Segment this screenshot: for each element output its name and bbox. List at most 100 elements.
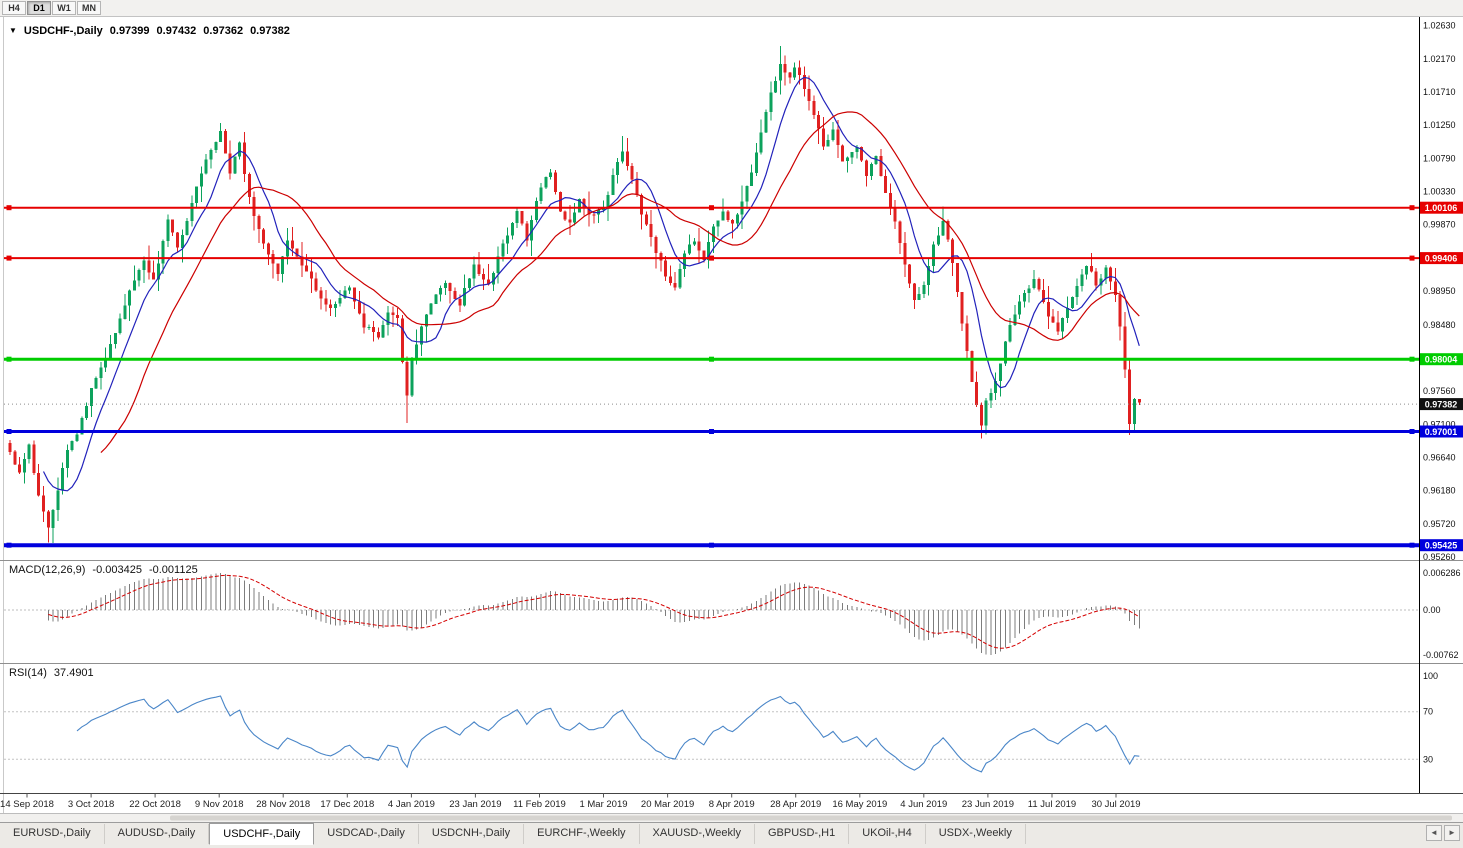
line-handle [6, 429, 12, 434]
horizontal-line[interactable] [4, 356, 1419, 362]
rsi-panel [4, 695, 1419, 773]
timeframe-button-h4[interactable]: H4 [2, 1, 26, 15]
svg-text:14 Sep 2018: 14 Sep 2018 [0, 799, 54, 810]
macd-panel [4, 572, 1419, 655]
rsi-value: 37.4901 [53, 667, 94, 679]
line-handle [709, 356, 714, 362]
line-handle [709, 255, 714, 261]
horizontal-line[interactable] [4, 542, 1419, 548]
horizontal-line[interactable] [4, 205, 1419, 211]
chart-tab[interactable]: UKOil-,H4 [849, 824, 926, 844]
svg-text:0.99406: 0.99406 [1425, 254, 1458, 264]
ma-slow-line [100, 111, 1140, 454]
price-marker: 0.98004 [1420, 353, 1463, 366]
chart-symbol-period: USDCHF-,Daily [23, 25, 103, 37]
macd-label-row: MACD(12,26,9) -0.003425 -0.001125 [9, 564, 198, 576]
svg-text:3 Oct 2018: 3 Oct 2018 [68, 799, 114, 810]
ohlc-low: 0.97362 [203, 25, 244, 37]
svg-text:4 Jun 2019: 4 Jun 2019 [900, 799, 947, 810]
svg-text:0.97100: 0.97100 [1423, 419, 1456, 429]
svg-text:0.00: 0.00 [1423, 605, 1441, 615]
timeframe-button-d1[interactable]: D1 [27, 1, 51, 15]
svg-text:4 Jan 2019: 4 Jan 2019 [388, 799, 435, 810]
svg-text:30 Jul 2019: 30 Jul 2019 [1091, 799, 1140, 810]
rsi-label-row: RSI(14) 37.4901 [9, 667, 94, 679]
svg-text:0.96180: 0.96180 [1423, 486, 1456, 496]
chart-tab[interactable]: AUDUSD-,Daily [105, 824, 210, 844]
timeframe-button-mn[interactable]: MN [77, 1, 101, 15]
svg-text:28 Apr 2019: 28 Apr 2019 [770, 799, 821, 810]
line-handle [1409, 542, 1415, 548]
svg-text:-0.00762: -0.00762 [1423, 650, 1459, 660]
chart-tabs: EURUSD-,Daily AUDUSD-,Daily USDCHF-,Daily U… [0, 823, 1026, 845]
top-toolbar: H4 D1 W1 MN [0, 0, 1463, 17]
chart-title: ▼ USDCHF-,Daily 0.97399 0.97432 0.97362 … [9, 25, 290, 37]
svg-text:9 Nov 2018: 9 Nov 2018 [195, 799, 244, 810]
svg-text:0.98480: 0.98480 [1423, 320, 1456, 330]
chart-tab[interactable]: EURUSD-,Daily [0, 824, 105, 844]
chart-tab[interactable]: XAUUSD-,Weekly [640, 824, 755, 844]
svg-text:0.98950: 0.98950 [1423, 286, 1456, 296]
chart-tab[interactable]: USDCNH-,Daily [419, 824, 525, 844]
svg-text:23 Jan 2019: 23 Jan 2019 [449, 799, 501, 810]
chart-tab[interactable]: USDCAD-,Daily [314, 824, 419, 844]
svg-text:1.00106: 1.00106 [1425, 203, 1458, 213]
svg-text:0.97382: 0.97382 [1425, 400, 1458, 410]
price-marker: 0.97001 [1420, 425, 1463, 438]
price-marker: 0.99406 [1420, 252, 1463, 265]
tab-scroll-left-button[interactable]: ◄ [1426, 825, 1442, 841]
ma-fast-line [42, 76, 1140, 492]
line-handle [1409, 205, 1415, 211]
price-marker: 0.95425 [1420, 539, 1463, 552]
svg-text:1.00330: 1.00330 [1423, 187, 1456, 197]
svg-text:0.99870: 0.99870 [1423, 220, 1456, 230]
macd-value-main: -0.003425 [92, 564, 142, 576]
svg-text:0.95720: 0.95720 [1423, 519, 1456, 529]
chart-collapse-triangle-icon[interactable]: ▼ [9, 26, 17, 35]
ohlc-open: 0.97399 [109, 25, 150, 37]
svg-text:16 May 2019: 16 May 2019 [832, 799, 887, 810]
macd-histogram [47, 572, 1140, 655]
svg-text:20 Mar 2019: 20 Mar 2019 [641, 799, 694, 810]
line-handle [709, 205, 714, 211]
line-handle [709, 542, 714, 548]
svg-text:0.006286: 0.006286 [1423, 568, 1461, 578]
svg-text:30: 30 [1423, 754, 1433, 764]
ohlc-close: 0.97382 [250, 25, 290, 37]
line-handle [1409, 429, 1415, 434]
svg-text:0.95425: 0.95425 [1425, 541, 1458, 551]
line-handle [1409, 356, 1415, 362]
svg-text:1.02170: 1.02170 [1423, 54, 1456, 64]
svg-text:28 Nov 2018: 28 Nov 2018 [256, 799, 310, 810]
svg-text:0.96640: 0.96640 [1423, 453, 1456, 463]
horizontal-line[interactable] [4, 255, 1419, 261]
macd-label: MACD(12,26,9) [9, 564, 86, 576]
svg-text:23 Jun 2019: 23 Jun 2019 [962, 799, 1014, 810]
svg-text:1.01710: 1.01710 [1423, 87, 1456, 97]
svg-text:0.97560: 0.97560 [1423, 386, 1456, 396]
horizontal-scrollbar-thumb[interactable] [170, 815, 1452, 821]
chart-tab[interactable]: USDCHF-,Daily [209, 823, 315, 845]
chart-tab[interactable]: EURCHF-,Weekly [524, 824, 640, 844]
svg-text:11 Feb 2019: 11 Feb 2019 [513, 799, 566, 810]
tab-scroll-right-button[interactable]: ► [1444, 825, 1460, 841]
chart-tab[interactable]: GBPUSD-,H1 [755, 824, 850, 844]
timeframe-button-group: H4 D1 W1 MN [2, 1, 101, 15]
svg-text:1.02630: 1.02630 [1423, 21, 1456, 31]
horizontal-line[interactable] [4, 429, 1419, 434]
price-marker: 1.00106 [1420, 201, 1463, 214]
timeframe-button-w1[interactable]: W1 [52, 1, 76, 15]
candlestick-series [8, 45, 1141, 543]
price-marker: 0.97382 [1420, 398, 1463, 411]
chart-tab-bar: EURUSD-,Daily AUDUSD-,Daily USDCHF-,Daily U… [0, 822, 1463, 848]
ohlc-high: 0.97432 [156, 25, 197, 37]
macd-value-signal: -0.001125 [148, 564, 198, 576]
tab-scroll-arrows: ◄ ► [1426, 824, 1463, 841]
chart-tab[interactable]: USDX-,Weekly [926, 824, 1026, 844]
macd-signal-line [48, 574, 1140, 649]
svg-text:17 Dec 2018: 17 Dec 2018 [320, 799, 374, 810]
svg-text:1.01250: 1.01250 [1423, 120, 1456, 130]
rsi-label: RSI(14) [9, 667, 47, 679]
line-handle [6, 205, 12, 211]
